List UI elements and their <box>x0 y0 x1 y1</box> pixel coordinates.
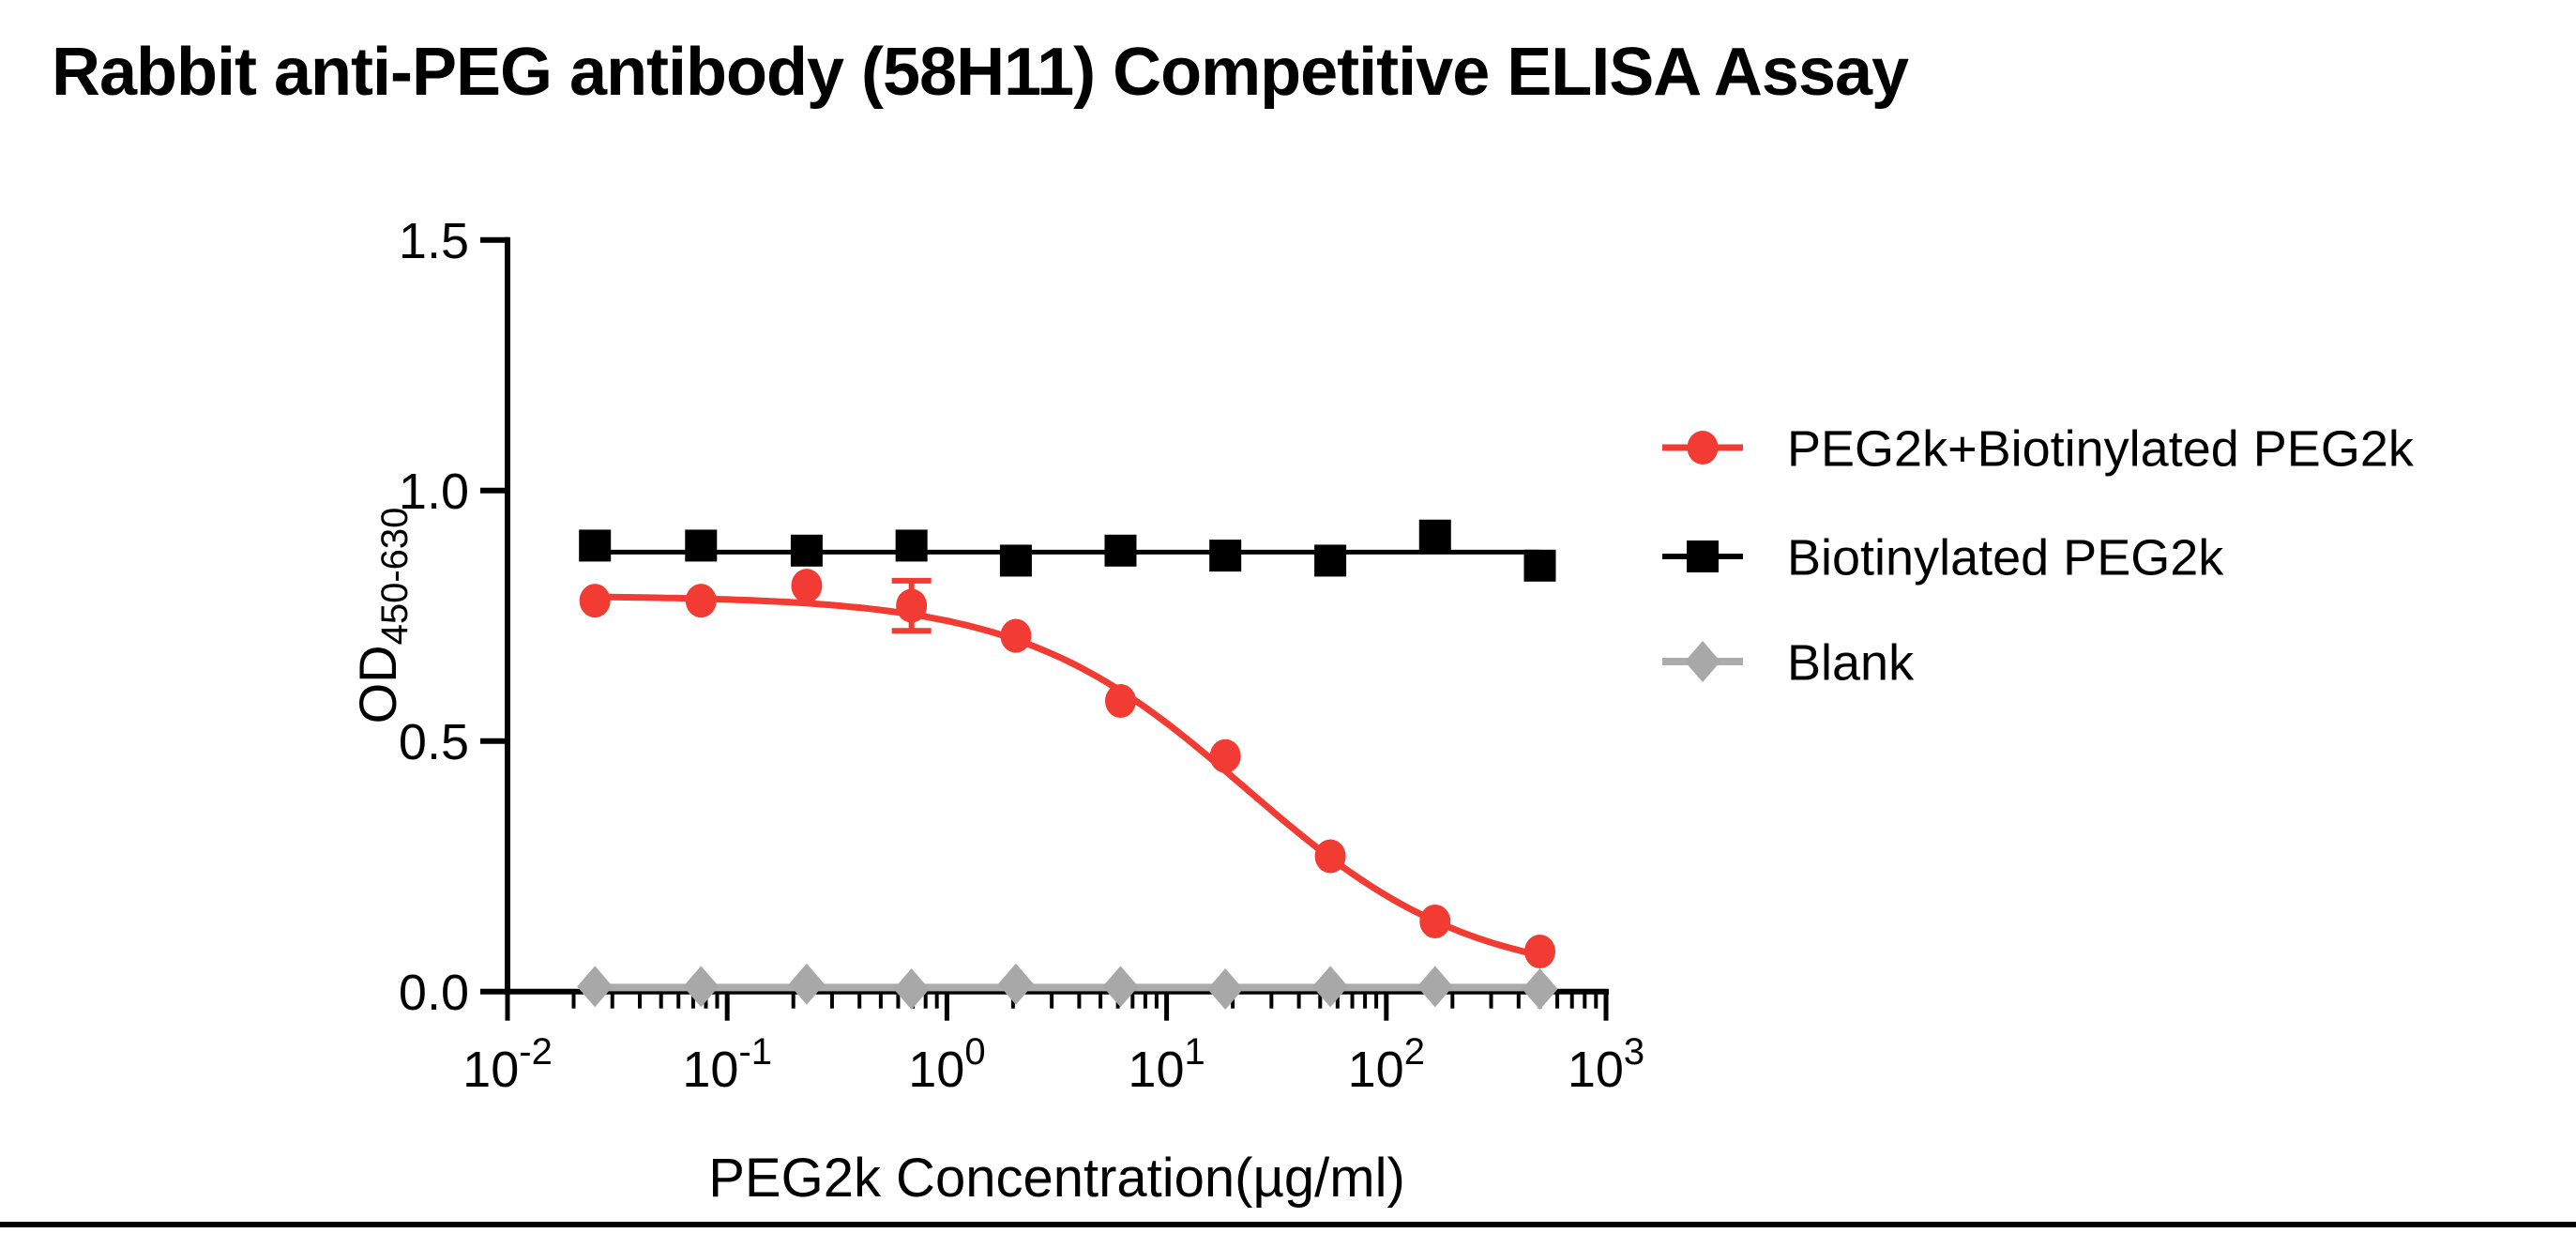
data-point-square <box>1209 540 1242 572</box>
data-point-circle <box>579 584 611 618</box>
legend-item-blank: Blank <box>1662 634 1915 691</box>
y-tick-label: 1.5 <box>399 213 469 269</box>
data-point-circle <box>896 588 928 623</box>
x-tick-label: 100 <box>908 1031 985 1098</box>
data-point-diamond <box>1207 968 1244 1011</box>
x-tick-label: 10-1 <box>682 1031 772 1098</box>
data-point-diamond <box>1522 968 1558 1011</box>
data-point-diamond <box>1102 966 1139 1008</box>
axes: 0.0 0.5 1.0 1.5 10-2 10-1 100 101 102 103 <box>399 213 1644 1098</box>
x-tick-label: 103 <box>1568 1031 1644 1098</box>
data-point-circle <box>791 569 823 603</box>
data-point-square <box>685 529 718 562</box>
x-axis-label: PEG2k Concentration(µg/ml) <box>708 1148 1405 1209</box>
data-point-square <box>1418 519 1451 552</box>
data-point-circle <box>685 584 717 618</box>
fit-curve <box>595 593 1541 959</box>
legend-marker-diamond <box>1685 641 1720 682</box>
legend: PEG2k+Biotinylated PEG2k Biotinylated PEG… <box>1662 420 2415 691</box>
y-tick-label: 0.0 <box>399 965 469 1021</box>
x-tick-label: 102 <box>1348 1031 1425 1098</box>
data-point-circle <box>1523 934 1555 968</box>
legend-label: PEG2k+Biotinylated PEG2k <box>1787 420 2415 477</box>
y-axis-label-subscript: 450-630 <box>374 507 416 646</box>
series-blank <box>577 963 1558 1011</box>
data-point-diamond <box>893 968 930 1011</box>
data-point-diamond <box>788 963 825 1005</box>
data-point-square <box>790 534 823 567</box>
x-tick-label: 101 <box>1128 1031 1205 1098</box>
data-point-diamond <box>577 966 614 1008</box>
data-point-square <box>1104 534 1137 567</box>
series-biotinylated-peg2k <box>579 519 1556 582</box>
y-tick-label: 0.5 <box>399 714 469 770</box>
series-peg2k-biotinylated-peg2k <box>579 569 1555 968</box>
page-title: Rabbit anti-PEG antibody (58H11) Competi… <box>52 35 1909 110</box>
data-point-square <box>999 544 1032 577</box>
data-point-diamond <box>1417 966 1453 1008</box>
data-point-circle <box>1104 683 1136 718</box>
bottom-border-rule <box>0 1222 2576 1227</box>
legend-item-biotinylated-peg2k: Biotinylated PEG2k <box>1662 529 2224 586</box>
legend-label: Blank <box>1787 634 1915 691</box>
data-point-diamond <box>1312 966 1349 1008</box>
y-axis-label-main: OD <box>348 645 407 724</box>
legend-marker-square <box>1687 540 1719 572</box>
legend-item-peg2k-biotinylated-peg2k: PEG2k+Biotinylated PEG2k <box>1662 420 2415 477</box>
legend-marker-circle <box>1687 431 1719 464</box>
data-point-circle <box>1419 904 1451 938</box>
data-point-diamond <box>683 966 720 1008</box>
x-tick-label: 10-2 <box>462 1031 553 1098</box>
data-point-square <box>579 529 612 562</box>
data-point-circle <box>1209 738 1241 773</box>
y-axis-label: OD450-630 <box>347 508 417 724</box>
data-point-square <box>1314 544 1347 577</box>
data-point-circle <box>1314 839 1346 874</box>
legend-label: Biotinylated PEG2k <box>1787 529 2224 586</box>
data-point-square <box>1523 549 1556 582</box>
data-point-circle <box>1000 618 1032 653</box>
data-point-diamond <box>997 963 1034 1005</box>
data-point-square <box>895 529 928 562</box>
y-tick-label: 1.0 <box>399 464 469 520</box>
